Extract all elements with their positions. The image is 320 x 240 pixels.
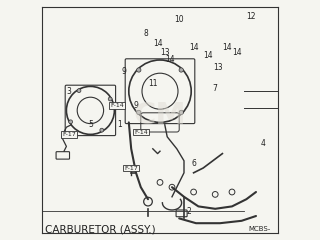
Text: 10: 10	[174, 15, 184, 24]
Text: 14: 14	[165, 55, 174, 65]
Text: 14: 14	[232, 48, 242, 57]
Text: 12: 12	[246, 12, 256, 21]
Text: MCBS-: MCBS-	[249, 226, 271, 232]
Text: 14: 14	[222, 43, 232, 53]
Text: F-14: F-14	[134, 130, 148, 134]
Circle shape	[108, 97, 112, 101]
Text: 9: 9	[122, 67, 126, 77]
Text: 13: 13	[213, 63, 222, 72]
Text: CM: CM	[134, 101, 186, 130]
Text: 3: 3	[66, 87, 71, 96]
Text: 2: 2	[187, 207, 191, 216]
Text: 8: 8	[143, 29, 148, 38]
Text: F-17: F-17	[62, 132, 76, 137]
Text: CARBURETOR (ASSY.): CARBURETOR (ASSY.)	[45, 224, 156, 234]
Text: 7: 7	[213, 84, 218, 93]
Text: F-14: F-14	[110, 103, 124, 108]
Circle shape	[77, 89, 81, 93]
Text: 14: 14	[189, 43, 198, 53]
Circle shape	[137, 68, 141, 72]
Circle shape	[100, 128, 104, 132]
Text: 9: 9	[133, 101, 139, 110]
Text: 14: 14	[203, 51, 213, 60]
Circle shape	[179, 110, 183, 114]
Text: 11: 11	[148, 79, 157, 89]
Circle shape	[69, 120, 73, 124]
Text: 5: 5	[88, 120, 93, 129]
Text: 13: 13	[160, 48, 170, 57]
Text: 6: 6	[191, 159, 196, 168]
Text: 1: 1	[117, 120, 122, 129]
Text: 14: 14	[153, 39, 163, 48]
Circle shape	[179, 68, 183, 72]
Circle shape	[137, 110, 141, 114]
Text: F-17: F-17	[124, 166, 138, 170]
Text: 4: 4	[261, 139, 266, 149]
